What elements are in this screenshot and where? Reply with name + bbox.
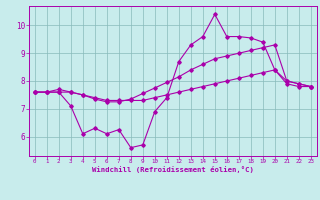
X-axis label: Windchill (Refroidissement éolien,°C): Windchill (Refroidissement éolien,°C) [92, 166, 254, 173]
